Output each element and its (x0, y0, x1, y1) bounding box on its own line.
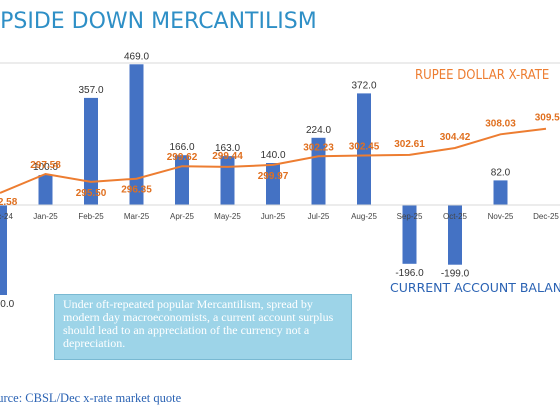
x-tick-label: Jun-25 (261, 212, 286, 221)
chart-title: UPSIDE DOWN MERCANTILISM (0, 9, 317, 34)
current-account-bar (0, 205, 7, 295)
rate-value-label: 297.58 (30, 160, 61, 171)
x-tick-label: Dec-25 (533, 212, 559, 221)
rate-value-label: 302.45 (349, 141, 380, 152)
x-tick-label: Apr-25 (170, 212, 195, 221)
bar-value-label: 166.0 (169, 142, 194, 153)
bar-value-label: -199.0 (441, 269, 470, 280)
annotation-box: Under oft-repeated popular Mercantilism,… (54, 294, 352, 360)
x-tick-label: Dec-24 (0, 212, 13, 221)
rate-value-label: 296.35 (121, 185, 152, 196)
exchange-rate-series-label: RUPEE DOLLAR X-RATE (415, 68, 549, 83)
bar-value-label: 372.0 (351, 80, 376, 91)
rate-value-label: 292.58 (0, 197, 18, 208)
current-account-bar (311, 137, 326, 205)
bar-value-label: 357.0 (78, 85, 103, 96)
rate-value-label: 304.42 (440, 132, 471, 143)
bar-value-label: 224.0 (306, 125, 331, 136)
x-tick-label: Aug-25 (351, 212, 377, 221)
x-tick-label: Jul-25 (308, 212, 330, 221)
rate-value-label: 295.50 (76, 188, 107, 199)
current-account-bar (402, 205, 417, 264)
rate-value-label: 302.23 (303, 142, 334, 153)
x-tick-label: Mar-25 (124, 212, 150, 221)
rate-value-label: 309.50 (535, 113, 560, 124)
bar-value-label: -300.0 (0, 299, 15, 310)
bar-value-label: 163.0 (215, 143, 240, 154)
source-note: Source: CBSL/Dec x-rate market quote (0, 391, 182, 405)
bar-value-label: 82.0 (491, 167, 511, 178)
current-account-bars (0, 64, 508, 295)
bar-value-label: 100.0 (33, 162, 58, 173)
exchange-rate-labels: 292.58 297.58 295.50 296.35 299.62 299.44 299.… (0, 113, 560, 208)
bar-value-label: 140.0 (260, 150, 285, 161)
current-account-bar (129, 64, 144, 205)
current-account-bar (220, 156, 235, 205)
current-account-bar (84, 97, 98, 205)
x-tick-label: Oct-25 (443, 212, 468, 221)
x-tick-label: Jan-25 (33, 212, 58, 221)
exchange-rate-line (0, 127, 547, 194)
rate-value-label: 299.97 (258, 171, 289, 182)
bar-value-label: 469.0 (124, 51, 149, 62)
current-account-bar (493, 180, 508, 205)
rate-value-label: 308.03 (485, 118, 516, 129)
x-tick-label: Sep-25 (397, 212, 423, 221)
rate-value-label: 299.62 (167, 152, 198, 163)
x-tick-label: May-25 (214, 212, 241, 221)
current-account-bar (266, 163, 280, 205)
x-axis-tick-labels: Dec-24 Jan-25 Feb-25 Mar-25 Apr-25 May-25 Jun-… (0, 212, 559, 221)
current-account-series-label: CURRENT ACCOUNT BALANCE (390, 280, 560, 295)
bar-value-label: -196.0 (395, 268, 424, 279)
current-account-bar (38, 175, 53, 205)
current-account-bar-labels: -300.0 100.0 357.0 469.0 166.0 163.0 140.0 224.… (0, 51, 511, 310)
rate-value-label: 299.44 (212, 151, 243, 162)
current-account-bar (357, 93, 371, 205)
rate-value-label: 302.61 (394, 139, 425, 150)
x-tick-label: Nov-25 (488, 212, 514, 221)
current-account-bar (448, 205, 462, 265)
x-tick-label: Feb-25 (78, 212, 104, 221)
